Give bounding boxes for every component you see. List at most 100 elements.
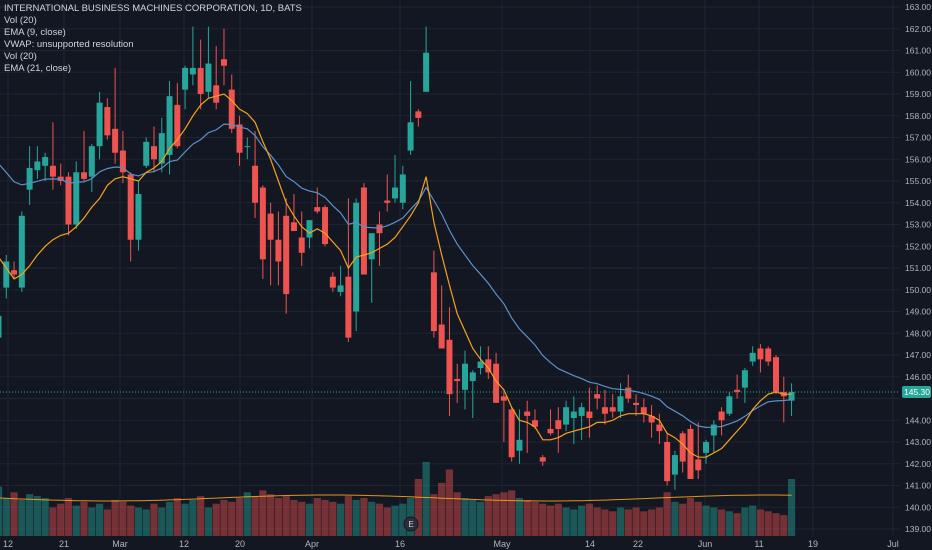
price-tick-label: 151.00 <box>905 263 931 273</box>
volume-bar <box>95 503 104 536</box>
price-tick-label: 146.00 <box>905 372 931 382</box>
volume-bar <box>2 498 10 536</box>
candle-body <box>197 67 204 94</box>
volume-bar <box>298 501 306 536</box>
candle-body <box>462 363 468 390</box>
volume-bar <box>787 479 796 536</box>
earnings-event-icon[interactable] <box>403 516 419 532</box>
earnings-event-marker[interactable]: E <box>403 516 419 532</box>
volume-bar <box>243 492 251 536</box>
candle-body <box>337 285 344 292</box>
candle-body <box>625 387 632 399</box>
volume-bar <box>655 507 663 536</box>
price-axis[interactable]: 139.00 140.00 141.00 142.00 143.00 144.00 146.… <box>905 2 931 534</box>
candle-body <box>555 420 562 429</box>
candle-body <box>174 104 181 147</box>
time-axis[interactable]: 12 21 Mar 12 20 Apr 16 May 14 22 Jun 11 19 Jul <box>3 539 899 549</box>
candle-body <box>399 174 406 203</box>
candle-body <box>741 370 748 388</box>
candle-body <box>88 146 95 177</box>
candle-body <box>384 200 391 203</box>
price-tick-label: 156.00 <box>905 154 931 164</box>
candle-body <box>671 455 678 475</box>
date-tick-label: 19 <box>808 539 818 549</box>
volume-bar <box>189 499 197 536</box>
candle-body <box>539 457 546 462</box>
ema-21-line <box>0 123 792 429</box>
volume-bar <box>399 503 407 536</box>
candle-body <box>493 363 500 403</box>
candle-body <box>112 128 119 153</box>
candle-body <box>65 176 72 225</box>
candle-body <box>182 67 189 90</box>
volume-bar <box>694 501 702 536</box>
volume-bar <box>422 461 430 536</box>
volume-bar <box>267 494 275 536</box>
last-price-tag: 145.30 <box>902 385 931 398</box>
volume-bar <box>717 509 726 536</box>
indicator-ema-21[interactable]: EMA (21, close) <box>4 63 72 74</box>
indicator-vwap[interactable]: VWAP: unsupported resolution <box>4 39 134 50</box>
candle-body <box>710 424 717 436</box>
price-tick-label: 147.00 <box>905 350 931 360</box>
price-tick-label: 142.00 <box>905 459 931 469</box>
candle-body <box>290 222 297 232</box>
volume-bar <box>352 499 360 536</box>
price-tick-label: 149.00 <box>905 307 931 317</box>
price-tick-label: 153.00 <box>905 220 931 230</box>
volume-bar <box>679 503 687 536</box>
volume-bar <box>686 498 695 536</box>
candle-body <box>26 167 33 190</box>
candle-body <box>360 187 367 275</box>
volume-bar <box>197 496 205 536</box>
volume-bar <box>445 469 454 536</box>
volume-bar <box>158 507 166 536</box>
candle-body <box>298 237 305 253</box>
ema-9-line <box>0 93 792 458</box>
volume-bar <box>780 515 788 536</box>
candle-body <box>438 324 445 349</box>
price-tick-label: 162.00 <box>905 24 931 34</box>
candle-body <box>601 407 608 414</box>
volume-bars <box>0 461 796 536</box>
price-tick-label: 140.00 <box>905 502 931 512</box>
candle-body <box>392 187 399 199</box>
date-tick-label: 21 <box>59 539 69 549</box>
volume-bar <box>259 490 267 536</box>
volume-bar <box>632 507 640 536</box>
price-tick-label: 144.00 <box>905 415 931 425</box>
volume-bar <box>438 482 446 536</box>
price-tick-label: 158.00 <box>905 111 931 121</box>
candle-body <box>703 442 710 453</box>
symbol-title[interactable]: INTERNATIONAL BUSINESS MACHINES CORPORAT… <box>4 3 302 14</box>
volume-bar <box>414 479 422 536</box>
volume-bar <box>0 486 3 536</box>
volume-bar <box>150 503 158 536</box>
volume-bar <box>476 501 485 536</box>
volume-bar <box>453 492 461 536</box>
volume-bar <box>492 494 500 536</box>
candle-body <box>376 224 383 234</box>
candle-body <box>73 172 80 225</box>
indicator-ema-9[interactable]: EMA (9, close) <box>4 27 66 38</box>
volume-bar <box>33 496 41 536</box>
candle-body <box>18 215 25 288</box>
date-tick-label: Jul <box>887 539 899 549</box>
date-tick-label: May <box>493 539 511 549</box>
candle-body <box>734 389 741 392</box>
date-tick-label: Mar <box>112 539 128 549</box>
chart-legend: INTERNATIONAL BUSINESS MACHINES CORPORAT… <box>4 3 302 75</box>
candle-body <box>306 220 313 238</box>
volume-bar <box>562 507 570 536</box>
volume-bar <box>733 513 741 536</box>
indicator-vol-20[interactable]: Vol (20) <box>4 15 37 26</box>
candle-body <box>81 172 88 179</box>
volume-bar <box>484 496 492 536</box>
indicator-vol-20-second[interactable]: Vol (20) <box>4 51 37 62</box>
earnings-event-label: E <box>408 520 413 529</box>
last-price-tag-bg <box>902 385 931 398</box>
price-tick-label: 141.00 <box>905 481 931 491</box>
candle-body <box>563 407 570 425</box>
volume-bar <box>710 507 718 536</box>
